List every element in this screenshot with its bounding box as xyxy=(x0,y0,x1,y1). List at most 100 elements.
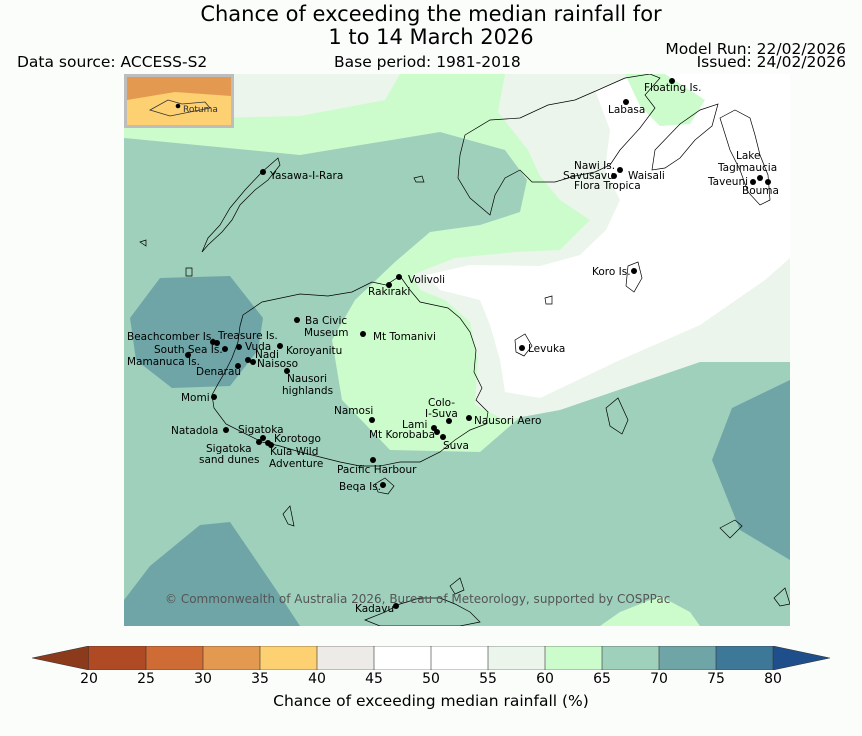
zone-50-55 xyxy=(426,74,790,398)
colorbar-50-55 xyxy=(431,646,488,670)
place-dots xyxy=(185,78,771,609)
koro-is-coast xyxy=(625,261,643,293)
zone-60-65-north xyxy=(625,74,705,126)
label-lake: Lake xyxy=(736,150,760,162)
label-denarau: Denarau xyxy=(196,366,241,378)
rotuma-coast xyxy=(148,99,211,117)
label-sigatoka-sand-dunes-1: Sigatoka xyxy=(206,443,252,455)
label-treasure-is: Treasure Is. xyxy=(217,330,278,342)
rotuma-inset: Rotuma xyxy=(124,74,234,128)
zone-70-75-south xyxy=(124,522,300,626)
label-labasa: Labasa xyxy=(608,104,645,116)
colorbar xyxy=(32,646,830,670)
label-momi: Momi xyxy=(181,392,210,404)
small-island-3 xyxy=(544,295,553,305)
label-colo-i-suva-2: I-Suva xyxy=(425,408,458,420)
small-island-2 xyxy=(449,577,465,595)
label-taveuni: Taveuni xyxy=(707,176,748,188)
label-nausori-highlands-2: highlands xyxy=(282,385,333,397)
east-island-1 xyxy=(719,519,743,539)
colorbar-tick-20: 20 xyxy=(80,671,98,687)
colorbar-25-30 xyxy=(146,646,203,670)
colorbar-tick-25: 25 xyxy=(137,671,155,687)
copyright-notice: © Commonwealth of Australia 2026, Bureau… xyxy=(165,592,671,606)
rotuma-dot xyxy=(175,103,181,109)
colorbar-70-75 xyxy=(659,646,716,670)
label-sigatoka-sand-dunes-2: sand dunes xyxy=(199,454,259,466)
label-waisali: Waisali xyxy=(628,170,665,182)
rainfall-map: Rotuma xyxy=(124,74,790,626)
colorbar-20-25 xyxy=(89,646,146,670)
label-korotogo: Korotogo xyxy=(274,433,321,445)
dot-south-sea-is xyxy=(222,346,228,352)
dot-mt-tomanivi xyxy=(360,331,366,337)
colorbar-45-50 xyxy=(374,646,431,670)
colorbar-tick-40: 40 xyxy=(308,671,326,687)
colorbar-tick-35: 35 xyxy=(251,671,269,687)
label-mt-tomanivi: Mt Tomanivi xyxy=(373,331,436,343)
label-levuka: Levuka xyxy=(528,343,565,355)
label-south-sea-is: South Sea Is. xyxy=(154,344,223,356)
colorbar-tick-60: 60 xyxy=(536,671,554,687)
colorbar-35-40 xyxy=(260,646,317,670)
colorbar-tick-45: 45 xyxy=(365,671,383,687)
small-island-6 xyxy=(185,267,193,277)
dot-vuda xyxy=(236,344,242,350)
dot-taveuni xyxy=(750,179,756,185)
dot-mamanuca-is xyxy=(185,352,191,358)
label-savusavu: Savusavu xyxy=(563,170,614,182)
dot-volivoli xyxy=(396,274,402,280)
colorbar-75-80 xyxy=(716,646,773,670)
label-pacific-harbour: Pacific Harbour xyxy=(337,464,417,476)
colorbar-tick-70: 70 xyxy=(650,671,668,687)
dot-nausori-aero xyxy=(466,415,472,421)
model-run-label: Model Run: 22/02/2026 xyxy=(665,40,846,58)
dot-colo-i-suva xyxy=(446,418,452,424)
colorbar-30-35 xyxy=(203,646,260,670)
label-naisoso: Naisoso xyxy=(257,358,298,370)
dot-floating-is xyxy=(669,78,675,84)
label-namosi: Namosi xyxy=(334,405,373,417)
label-koroyanitu: Koroyanitu xyxy=(286,345,342,357)
dot-koroyanitu xyxy=(277,343,283,349)
label-colo-i-suva-1: Colo- xyxy=(428,397,455,409)
small-island-1 xyxy=(282,505,295,527)
label-mt-korobaba: Mt Korobaba xyxy=(369,429,435,441)
colorbar-tick-30: 30 xyxy=(194,671,212,687)
label-tagimaucia: Tagimaucia xyxy=(717,162,777,174)
label-nausori-aero: Nausori Aero xyxy=(474,415,541,427)
label-kadavu: Kadavu xyxy=(355,603,394,615)
viti-levu-coast xyxy=(211,275,489,467)
colorbar-label: Chance of exceeding median rainfall (%) xyxy=(273,692,589,710)
colorbar-40-45 xyxy=(317,646,374,670)
dot-kadavu xyxy=(393,603,399,609)
vanua-levu-peninsula xyxy=(651,103,719,171)
label-vuda: Vuda xyxy=(245,341,271,353)
colorbar-below-20 xyxy=(32,646,90,670)
gau-coast xyxy=(605,397,629,435)
small-island-5 xyxy=(139,239,147,247)
label-floating-is: Floating Is. xyxy=(644,82,701,94)
zone-70-75-east xyxy=(712,380,790,560)
label-museum: Museum xyxy=(304,327,349,339)
dot-treasure-is xyxy=(214,340,220,346)
dot-suva xyxy=(440,434,446,440)
dot-savusavu xyxy=(611,173,617,179)
dot-labasa xyxy=(623,99,629,105)
base-period-label: Base period: 1981-2018 xyxy=(334,53,521,71)
label-kula-wild-adventure-2: Adventure xyxy=(269,458,323,470)
label-mamanuca-is: Mamanuca Is. xyxy=(127,356,200,368)
label-rakiraki: Rakiraki xyxy=(368,286,410,298)
zone-70-75-west xyxy=(130,276,263,388)
dot-sigatoka-sand-dunes xyxy=(256,439,262,445)
label-ba-civic: Ba Civic xyxy=(305,315,347,327)
ovalau-coast xyxy=(514,333,533,357)
data-source-label: Data source: ACCESS-S2 xyxy=(17,53,208,71)
place-labels: Floating Is. Labasa Nawi Is. Savusavu Fl… xyxy=(127,82,779,615)
dot-levuka xyxy=(519,345,525,351)
dot-natadola xyxy=(223,427,229,433)
beqa-coast xyxy=(374,477,395,495)
vanua-levu-coast xyxy=(457,74,661,216)
dot-koro-is xyxy=(631,268,637,274)
colorbar-tick-75: 75 xyxy=(707,671,725,687)
